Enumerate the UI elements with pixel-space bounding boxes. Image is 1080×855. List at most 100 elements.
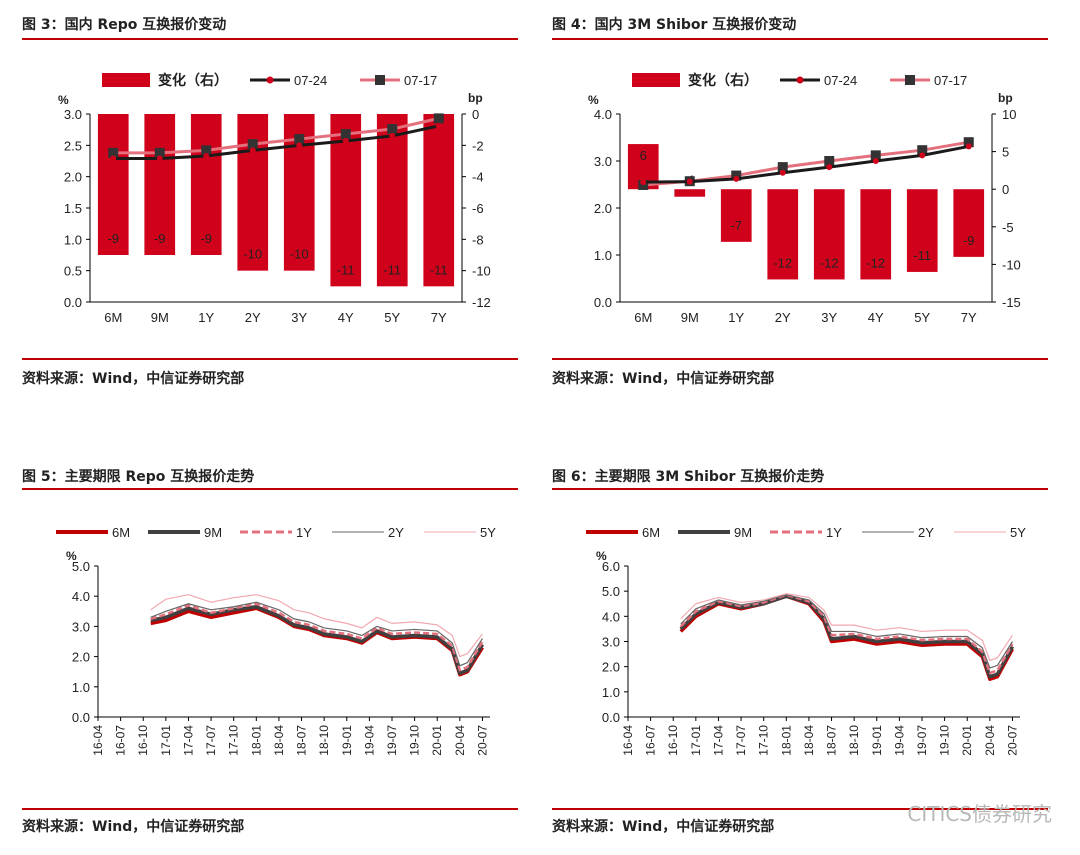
fig3-line-1-marker-6 (387, 124, 398, 135)
fig5-series-line-3 (150, 601, 483, 667)
figure-5-title-rule (22, 488, 518, 490)
fig6-legend-label-4: 5Y (1010, 525, 1026, 540)
fig3-line-1-marker-5 (340, 129, 351, 140)
fig6-xtick-label-10: 18-10 (847, 725, 861, 756)
figure-6-title: 图 6：主要期限 3M Shibor 互换报价走势 (552, 469, 825, 485)
fig4-line-1-marker-2 (731, 170, 742, 181)
fig4-legend-marker-0 (796, 76, 804, 84)
fig4-bar-2 (720, 189, 752, 242)
fig3-bar-label-3: -10 (243, 247, 262, 262)
fig4-bar-label-7: -9 (963, 233, 975, 248)
fig5-xtick-label-3: 17-01 (159, 725, 173, 756)
fig5-ytick-label-5: 5.0 (72, 559, 90, 574)
fig3-ytick-left-label-5: 2.5 (64, 138, 82, 153)
fig6-ytick-label-0: 0.0 (602, 710, 620, 725)
fig6-legend-label-0: 6M (642, 525, 660, 540)
fig3-line-0-marker-2 (203, 152, 210, 159)
fig4-bar-4 (813, 189, 845, 280)
fig6-series-line-2 (679, 593, 1014, 675)
fig6-xtick-label-13: 19-07 (915, 725, 929, 756)
fig3-bar-6 (376, 114, 408, 287)
figure-6-source-rule (552, 808, 1048, 810)
fig5-xtick-label-15: 20-01 (430, 725, 444, 756)
fig3-ytick-right-label-6: 0 (472, 107, 479, 122)
figure-5-chart: 6M 9M 1Y 2Y 5Y% 0.0 1.0 2.0 3.0 4.0 5.0 16-04 16-07 1… (56, 525, 496, 756)
figure-5-title: 图 5：主要期限 Repo 互换报价走势 (22, 469, 255, 485)
fig4-line-0-marker-6 (919, 152, 926, 159)
fig3-ytick-left-label-1: 0.5 (64, 264, 82, 279)
fig6-xtick-label-3: 17-01 (689, 725, 703, 756)
fig6-xtick-label-8: 18-04 (802, 725, 816, 756)
fig3-legend-line-label-1: 07-17 (404, 73, 437, 88)
fig3-ytick-right-label-2: -8 (472, 232, 484, 247)
fig5-xtick-label-2: 16-10 (136, 725, 150, 756)
fig3-line-0-marker-5 (342, 137, 349, 144)
fig3-line-1-marker-4 (294, 134, 305, 145)
figure-6-source: 资料来源：Wind，中信证券研究部 (552, 819, 775, 835)
fig3-line-1-marker-0 (108, 147, 119, 158)
fig4-bar-label-4: -12 (820, 255, 839, 270)
fig4-line-1-marker-7 (963, 137, 974, 148)
fig4-ytick-right-label-5: 10 (1002, 107, 1016, 122)
fig5-y-unit: % (66, 549, 77, 563)
fig4-bar-5 (860, 189, 892, 280)
fig6-ytick-label-2: 2.0 (602, 660, 620, 675)
fig5-xtick-label-1: 16-07 (114, 725, 128, 756)
fig5-xtick-label-12: 19-04 (362, 725, 376, 756)
fig3-bar-label-2: -9 (200, 231, 212, 246)
fig4-xtick-label-4: 3Y (821, 310, 837, 325)
fig6-ytick-label-6: 6.0 (602, 559, 620, 574)
fig5-xtick-label-9: 18-07 (295, 725, 309, 756)
figure-3-source: 资料来源：Wind，中信证券研究部 (22, 371, 245, 387)
fig3-left-unit: % (58, 93, 69, 107)
fig4-line-1-marker-4 (824, 156, 835, 166)
fig6-xtick-label-9: 18-07 (825, 725, 839, 756)
fig6-xtick-label-16: 20-04 (983, 725, 997, 756)
fig3-xtick-label-0: 6M (104, 310, 122, 325)
fig3-bar-7 (423, 114, 455, 287)
figure-6-panel: 图 6：主要期限 3M Shibor 互换报价走势 6M 9M 1Y 2Y 5Y% 0.0… (552, 466, 1048, 841)
fig3-xtick-label-6: 5Y (384, 310, 400, 325)
fig3-legend-line-label-0: 07-24 (294, 73, 327, 88)
fig4-line-1-marker-6 (917, 145, 928, 156)
fig5-xtick-label-10: 18-10 (317, 725, 331, 756)
fig3-ytick-left-label-6: 3.0 (64, 107, 82, 122)
fig4-legend-bar-swatch (632, 73, 680, 87)
figure-3-title-rule (22, 38, 518, 40)
fig3-ytick-right-label-0: -12 (472, 295, 491, 310)
figure-3-source-rule (22, 358, 518, 360)
fig3-bar-label-1: -9 (154, 231, 166, 246)
fig3-xtick-label-5: 4Y (338, 310, 354, 325)
fig4-ytick-left-label-2: 2.0 (594, 201, 612, 216)
fig5-ytick-label-3: 3.0 (72, 619, 90, 634)
fig4-bar-label-0: 6 (640, 148, 647, 163)
fig4-line-0-marker-7 (965, 143, 972, 150)
fig4-line-0-marker-3 (779, 169, 786, 176)
fig4-bar-3 (767, 189, 799, 280)
fig4-bar-7 (953, 189, 985, 257)
fig3-bar-label-4: -10 (290, 247, 309, 262)
fig6-xtick-label-6: 17-10 (757, 725, 771, 756)
fig3-line-1-marker-1 (154, 147, 165, 158)
fig6-ytick-label-4: 4.0 (602, 609, 620, 624)
fig5-ytick-label-4: 4.0 (72, 589, 90, 604)
figure-3-title: 图 3：国内 Repo 互换报价变动 (22, 17, 227, 33)
fig3-bar-0 (97, 114, 129, 255)
fig3-line-1-marker-2 (201, 145, 212, 156)
fig4-left-unit: % (588, 93, 599, 107)
fig3-bar-label-6: -11 (383, 262, 401, 277)
fig3-ytick-left-label-0: 0.0 (64, 295, 82, 310)
fig6-xtick-label-17: 20-07 (1005, 725, 1019, 756)
fig4-xtick-label-2: 1Y (728, 310, 744, 325)
fig4-line-0 (643, 144, 970, 184)
fig6-ytick-label-5: 5.0 (602, 584, 620, 599)
fig3-line-0-marker-0 (110, 155, 117, 162)
fig4-xtick-label-6: 5Y (914, 310, 930, 325)
fig4-bar-label-3: -12 (773, 255, 792, 270)
fig3-line-0-marker-6 (389, 132, 396, 139)
fig5-legend-label-2: 1Y (296, 525, 312, 540)
figure-4-chart: 变化（右） 07-24 07-17% bp 0.0 1.0 2.0 3.0 4.0 -15 -10 -… (588, 72, 1021, 325)
fig4-line-1-marker-3 (777, 162, 788, 173)
fig3-xtick-label-1: 9M (151, 310, 169, 325)
fig3-legend-bar-swatch (102, 73, 150, 87)
